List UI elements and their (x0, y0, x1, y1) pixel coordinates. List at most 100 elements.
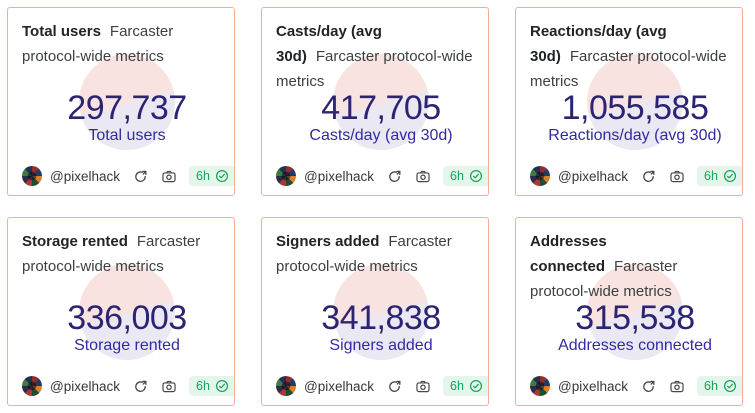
check-circle-icon (215, 169, 229, 183)
stat-block: 336,003 Storage rented (14, 300, 234, 356)
avatar[interactable] (530, 376, 550, 396)
stat-label: Casts/day (avg 30d) (309, 127, 453, 144)
card-footer: @pixelhack 6h (22, 166, 234, 186)
stat-value: 417,705 (321, 89, 441, 127)
camera-icon (669, 379, 685, 394)
username-link[interactable]: @pixelhack (304, 378, 374, 394)
avatar[interactable] (276, 376, 296, 396)
card-subtitle: Farcaster protocol-wide metrics (530, 48, 727, 90)
card-header: Signers added Farcaster protocol-wide met… (276, 229, 474, 279)
card-header: Addresses connected Farcaster protocol-wi… (530, 229, 728, 304)
update-time: 6h (704, 169, 718, 183)
camera-icon (415, 379, 431, 394)
share-button[interactable] (133, 169, 148, 184)
username-link[interactable]: @pixelhack (558, 168, 628, 184)
card-subtitle: Farcaster protocol-wide metrics (276, 48, 473, 90)
username-link[interactable]: @pixelhack (50, 168, 120, 184)
share-icon (387, 169, 402, 184)
card-subtitle: Farcaster protocol-wide metrics (530, 258, 678, 300)
stat-background-circle (587, 264, 683, 360)
stat-label: Reactions/day (avg 30d) (548, 127, 722, 144)
stat-background-circle (587, 54, 683, 150)
stat-value: 315,538 (575, 299, 695, 337)
metric-card-storage-rented: Storage rented Farcaster protocol-wide me… (7, 217, 235, 406)
check-circle-icon (723, 379, 737, 393)
stat-label: Total users (88, 127, 166, 144)
camera-button[interactable] (415, 379, 431, 394)
check-circle-icon (469, 169, 483, 183)
stat-value: 1,055,585 (561, 89, 709, 127)
camera-button[interactable] (415, 169, 431, 184)
check-circle-icon (215, 379, 229, 393)
camera-icon (161, 169, 177, 184)
metric-card-reactions-per-day: Reactions/day (avg 30d) Farcaster protoco… (515, 7, 743, 196)
card-title: Reactions/day (avg 30d) (530, 23, 667, 65)
share-button[interactable] (641, 379, 656, 394)
card-title: Storage rented (22, 233, 128, 250)
avatar[interactable] (22, 376, 42, 396)
camera-icon (161, 379, 177, 394)
check-circle-icon (469, 379, 483, 393)
update-time: 6h (704, 379, 718, 393)
share-button[interactable] (387, 169, 402, 184)
share-icon (133, 379, 148, 394)
check-circle-icon (723, 169, 737, 183)
card-header: Casts/day (avg 30d) Farcaster protocol-wi… (276, 19, 474, 94)
avatar[interactable] (22, 166, 42, 186)
card-footer: @pixelhack 6h (276, 376, 488, 396)
update-status-badge[interactable]: 6h (443, 376, 488, 396)
camera-icon (415, 169, 431, 184)
username-link[interactable]: @pixelhack (304, 168, 374, 184)
share-button[interactable] (641, 169, 656, 184)
stat-background-circle (333, 54, 429, 150)
update-status-badge[interactable]: 6h (189, 376, 234, 396)
card-footer: @pixelhack 6h (530, 376, 742, 396)
stat-block: 417,705 Casts/day (avg 30d) (268, 89, 488, 146)
card-subtitle: Farcaster protocol-wide metrics (22, 233, 201, 275)
card-subtitle: Farcaster protocol-wide metrics (22, 23, 174, 65)
share-icon (387, 379, 402, 394)
update-status-badge[interactable]: 6h (697, 376, 742, 396)
stat-value: 341,838 (321, 299, 441, 337)
share-button[interactable] (133, 379, 148, 394)
metric-card-addresses-connected: Addresses connected Farcaster protocol-wi… (515, 217, 743, 406)
card-header: Total users Farcaster protocol-wide metri… (22, 19, 220, 69)
update-status-badge[interactable]: 6h (443, 166, 488, 186)
metric-card-signers-added: Signers added Farcaster protocol-wide met… (261, 217, 489, 406)
stat-label: Addresses connected (558, 337, 712, 354)
card-footer: @pixelhack 6h (22, 376, 234, 396)
update-time: 6h (450, 169, 464, 183)
stat-block: 341,838 Signers added (268, 299, 488, 356)
camera-icon (669, 169, 685, 184)
share-icon (641, 379, 656, 394)
share-button[interactable] (387, 379, 402, 394)
update-time: 6h (450, 379, 464, 393)
stat-block: 1,055,585 Reactions/day (avg 30d) (522, 89, 742, 146)
metric-card-total-users: Total users Farcaster protocol-wide metri… (7, 7, 235, 196)
update-time: 6h (196, 169, 210, 183)
update-time: 6h (196, 379, 210, 393)
stat-background-circle (333, 264, 429, 360)
avatar[interactable] (276, 166, 296, 186)
camera-button[interactable] (161, 379, 177, 394)
update-status-badge[interactable]: 6h (697, 166, 742, 186)
card-title: Signers added (276, 233, 380, 250)
card-header: Reactions/day (avg 30d) Farcaster protoco… (530, 19, 728, 94)
username-link[interactable]: @pixelhack (558, 378, 628, 394)
camera-button[interactable] (161, 169, 177, 184)
update-status-badge[interactable]: 6h (189, 166, 234, 186)
share-icon (133, 169, 148, 184)
stat-block: 297,737 Total users (14, 89, 234, 146)
stat-value: 297,737 (67, 89, 187, 127)
stat-label: Storage rented (74, 337, 180, 354)
stat-background-circle (79, 54, 175, 150)
avatar[interactable] (530, 166, 550, 186)
share-icon (641, 169, 656, 184)
stat-background-circle (79, 264, 175, 360)
camera-button[interactable] (669, 169, 685, 184)
card-subtitle: Farcaster protocol-wide metrics (276, 233, 452, 275)
stat-label: Signers added (329, 337, 433, 354)
username-link[interactable]: @pixelhack (50, 378, 120, 394)
camera-button[interactable] (669, 379, 685, 394)
